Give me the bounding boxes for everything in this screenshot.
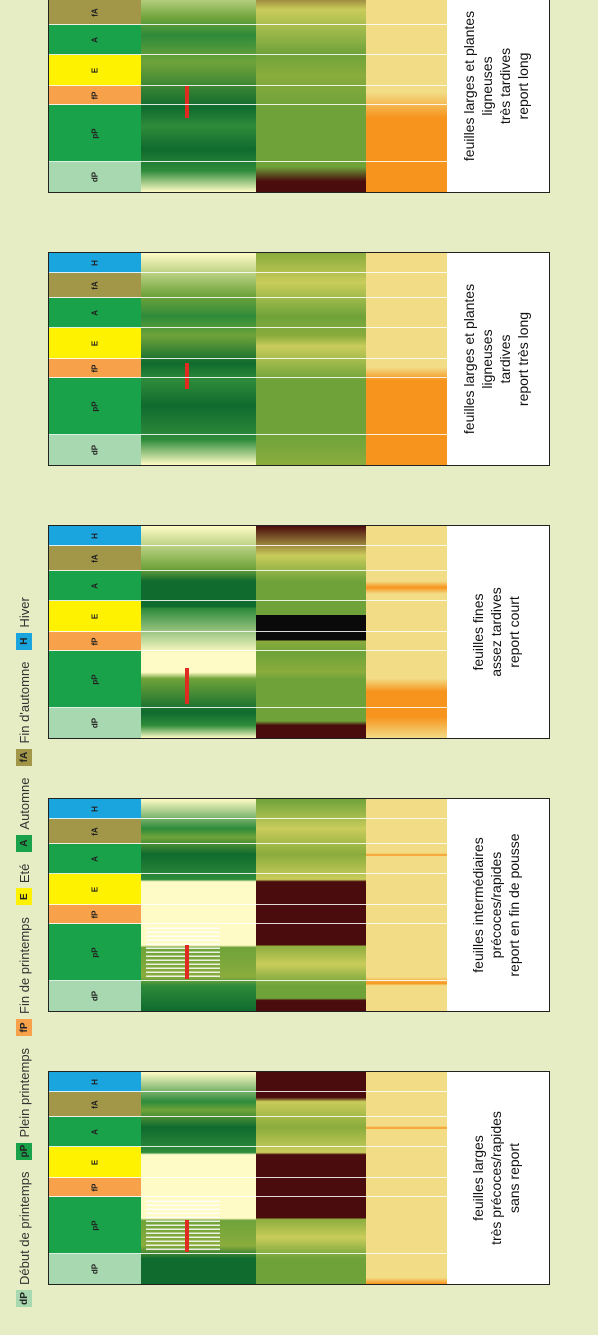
description-line: report court (506, 596, 522, 668)
legend-item-A: A Automne (16, 778, 32, 852)
separator-line (49, 843, 447, 844)
legend-key: dP (16, 1290, 32, 1307)
legend-label: Fin de printemps (16, 917, 32, 1014)
season-separators (49, 526, 447, 738)
legend-label: Début de printemps (16, 1171, 32, 1285)
description-line: précoces/rapides (488, 851, 504, 959)
separator-line (49, 923, 447, 924)
separator-line (49, 707, 447, 708)
separator-line (49, 650, 447, 651)
season-separators (49, 799, 447, 1011)
legend-key: pP (16, 1142, 32, 1160)
season-separators (49, 1072, 447, 1284)
description-line: feuilles intermédiaires (470, 837, 486, 973)
panel-description: feuilles larges et plantes ligneuses très… (447, 0, 545, 186)
description-line: report en fin de pousse (506, 833, 522, 977)
separator-line (49, 1177, 447, 1178)
legend-label: Eté (16, 863, 32, 884)
description-line: tardives (497, 334, 513, 384)
description-line: report très long (515, 311, 531, 407)
separator-line (49, 904, 447, 905)
legend: dP Début de printemps pP Plein printemps f… (14, 585, 34, 1307)
description-line: feuilles fines (470, 593, 486, 671)
separator-line (49, 297, 447, 298)
legend-item-pP: pP Plein printemps (16, 1048, 32, 1160)
legend-key: A (16, 834, 32, 852)
separator-line (49, 54, 447, 55)
separator-line (49, 161, 447, 162)
description-line: report long (515, 52, 531, 120)
separator-line (49, 545, 447, 546)
legend-item-fP: fP Fin de printemps (16, 917, 32, 1036)
separator-line (49, 818, 447, 819)
description-line: très précoces/rapides (488, 1111, 504, 1245)
separator-line (49, 600, 447, 601)
separator-line (49, 1091, 447, 1092)
legend-item-E: E Eté (16, 864, 32, 906)
panel-description: feuilles larges très précoces/rapides sans… (447, 1078, 545, 1278)
separator-line (49, 1196, 447, 1197)
legend-item-H: H Hiver (16, 597, 32, 650)
separator-line (49, 980, 447, 981)
legend-key: H (16, 632, 32, 650)
separator-line (49, 434, 447, 435)
panel-description: feuilles fines assez tardives report court (447, 532, 545, 732)
separator-line (49, 327, 447, 328)
description-line: très tardives (497, 47, 513, 125)
panel-description: feuilles larges et plantes ligneuses tard… (447, 259, 545, 459)
separator-line (49, 358, 447, 359)
description-line: feuilles larges et plantes ligneuses (461, 10, 495, 162)
legend-label: Fin d'automne (16, 661, 32, 744)
season-separators (49, 0, 447, 192)
separator-line (49, 272, 447, 273)
separator-line (49, 104, 447, 105)
legend-label: Automne (16, 777, 32, 830)
separator-line (49, 1146, 447, 1147)
separator-line (49, 24, 447, 25)
separator-line (49, 1253, 447, 1254)
panel-description: feuilles intermédiaires précoces/rapides r… (447, 805, 545, 1005)
description-line: feuilles larges et plantes ligneuses (461, 283, 495, 435)
season-separators (49, 253, 447, 465)
separator-line (49, 377, 447, 378)
separator-line (49, 570, 447, 571)
legend-key: fP (16, 1018, 32, 1036)
legend-key: E (16, 888, 32, 906)
legend-item-dP: dP Début de printemps (16, 1172, 32, 1307)
separator-line (49, 85, 447, 86)
separator-line (49, 1116, 447, 1117)
separator-line (49, 873, 447, 874)
legend-item-fA: fA Fin d'automne (16, 662, 32, 766)
description-line: assez tardives (488, 587, 504, 677)
description-line: sans report (506, 1142, 522, 1214)
separator-line (49, 631, 447, 632)
description-line: feuilles larges (470, 1135, 486, 1221)
legend-label: Plein printemps (16, 1047, 32, 1138)
legend-label: Hiver (16, 597, 32, 628)
legend-key: fA (16, 748, 32, 766)
